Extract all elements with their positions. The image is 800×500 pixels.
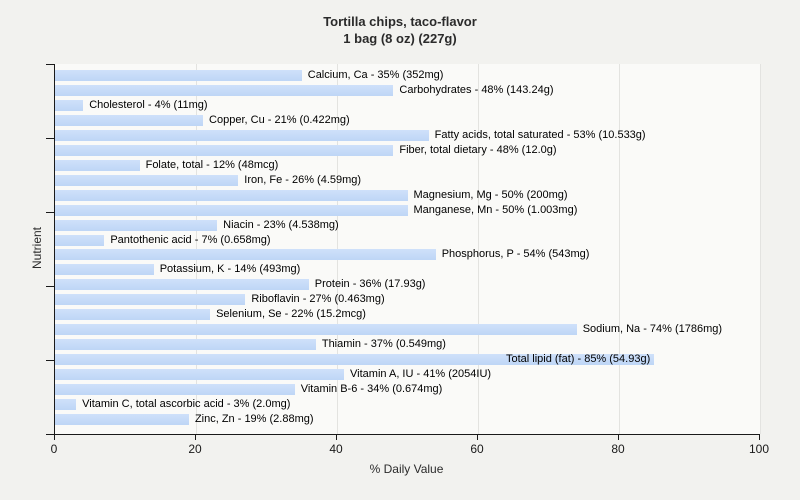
x-axis-tick-label: 80 [611,442,625,456]
bar-label: Fiber, total dietary - 48% (12.0g) [399,143,557,156]
bar-label: Carbohydrates - 48% (143.24g) [399,83,554,96]
bar-label: Thiamin - 37% (0.549mg) [321,338,446,351]
x-axis-tick-label: 60 [470,442,484,456]
bar-label: Selenium, Se - 22% (15.2mcg) [216,308,366,321]
bar [55,159,140,171]
x-axis-tick-label: 20 [188,442,202,456]
bar-label: Niacin - 23% (4.538mg) [223,218,339,231]
bar [55,219,218,231]
bar-label: Cholesterol - 4% (11mg) [89,98,208,111]
x-axis-tick-label: 40 [329,442,343,456]
gridline [760,64,761,434]
x-axis-tick [54,435,55,440]
y-axis-tick [46,360,54,361]
y-axis-tick [46,212,54,213]
bar [55,174,239,186]
bar [55,234,105,246]
gridline [196,64,197,434]
bar-label: Vitamin A, IU - 41% (2054IU) [350,368,492,381]
bar-label: Protein - 36% (17.93g) [314,278,426,291]
bar-label: Riboflavin - 27% (0.463mg) [251,293,385,306]
bar [55,204,408,216]
bar-label: Calcium, Ca - 35% (352mg) [307,69,444,81]
gridline [478,64,479,434]
bar-label: Manganese, Mn - 50% (1.003mg) [413,203,578,216]
bar [55,249,436,261]
x-axis-tick-label: 0 [50,442,58,456]
x-axis-tick [195,435,196,440]
y-axis-title: Nutrient [30,226,44,270]
bar-label: Phosphorus, P - 54% (543mg) [441,248,590,261]
y-axis-tick [46,64,54,65]
x-axis-tick-label: 100 [748,442,770,456]
bar [55,384,295,396]
bar [55,414,189,426]
y-axis-tick [46,138,54,139]
y-axis-tick [46,434,54,435]
bar [55,279,309,291]
x-axis-title: % Daily Value [369,462,444,476]
bar [55,99,84,111]
bar [55,369,345,381]
bar [55,114,204,126]
bar-label: Vitamin B-6 - 34% (0.674mg) [300,383,443,396]
x-axis-tick [618,435,619,440]
x-axis: 0 20 40 60 80 100 [50,435,769,465]
x-axis-tick [759,435,760,440]
bar [55,264,154,276]
bar-label: Iron, Fe - 26% (4.59mg) [244,173,362,186]
bar [55,294,246,306]
bar [55,324,577,336]
bar-label: Fatty acids, total saturated - 53% (10.5… [434,128,646,141]
bar [55,189,408,201]
bar [55,129,429,141]
bar-label: Copper, Cu - 21% (0.422mg) [209,113,350,126]
bar-label: Sodium, Na - 74% (1786mg) [582,323,723,336]
bar-label: Total lipid (fat) - 85% (54.93g) [505,353,651,366]
bar [55,144,394,156]
chart-subtitle: 1 bag (8 oz) (227g) [343,31,457,46]
bar-label: Folate, total - 12% (48mcg) [145,158,279,171]
bar [55,309,211,321]
bar [55,354,655,366]
bar [55,399,77,411]
gridline [619,64,620,434]
gridline [337,64,338,434]
bar-label: Vitamin C, total ascorbic acid - 3% (2.0… [82,398,291,411]
chart-title: Tortilla chips, taco-flavor [323,14,477,29]
x-axis-tick [477,435,478,440]
x-axis-tick [336,435,337,440]
bar [55,339,316,351]
bar-label: Magnesium, Mg - 50% (200mg) [413,188,568,201]
y-axis-tick [46,286,54,287]
bar [55,70,302,81]
plot-area: Calcium, Ca - 35% (352mg) Carbohydrates -… [46,64,761,435]
bar-label: Pantothenic acid - 7% (0.658mg) [110,233,271,246]
bar-label: Potassium, K - 14% (493mg) [159,263,301,276]
bar [55,84,394,96]
bar-label: Zinc, Zn - 19% (2.88mg) [194,413,314,426]
